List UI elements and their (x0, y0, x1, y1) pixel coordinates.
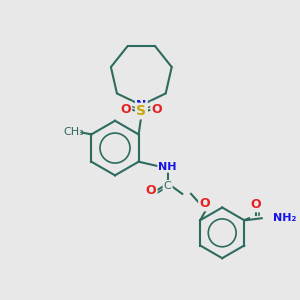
Text: NH₂: NH₂ (273, 213, 297, 223)
Text: O: O (250, 198, 261, 211)
Text: O: O (146, 184, 156, 197)
Text: O: O (200, 197, 210, 210)
Text: O: O (120, 103, 131, 116)
Text: S: S (136, 104, 146, 118)
Text: O: O (152, 103, 162, 116)
Text: NH: NH (158, 162, 177, 172)
Text: C: C (164, 181, 172, 191)
Text: CH₃: CH₃ (64, 128, 84, 137)
Text: N: N (136, 99, 146, 112)
